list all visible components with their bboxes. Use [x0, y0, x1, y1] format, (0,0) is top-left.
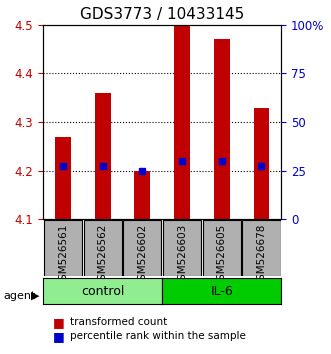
Bar [254, 108, 269, 219]
Text: ■: ■ [53, 316, 65, 329]
Text: GSM526603: GSM526603 [177, 224, 187, 287]
Bar [95, 93, 111, 219]
Text: IL-6: IL-6 [211, 285, 233, 298]
Text: agent: agent [3, 291, 36, 301]
Text: percentile rank within the sample: percentile rank within the sample [70, 331, 245, 341]
Text: GSM526605: GSM526605 [217, 224, 227, 287]
Text: ■: ■ [53, 330, 65, 343]
FancyBboxPatch shape [163, 220, 201, 275]
FancyBboxPatch shape [203, 220, 241, 275]
Text: ▶: ▶ [31, 291, 40, 301]
Bar [214, 39, 230, 219]
Text: GSM526602: GSM526602 [137, 224, 147, 287]
Text: GSM526562: GSM526562 [98, 224, 108, 287]
Text: GSM526561: GSM526561 [58, 224, 68, 287]
FancyBboxPatch shape [44, 220, 82, 275]
Text: control: control [81, 285, 124, 298]
Bar [174, 25, 190, 219]
FancyBboxPatch shape [123, 220, 162, 275]
FancyBboxPatch shape [83, 220, 122, 275]
Bar [134, 171, 150, 219]
FancyBboxPatch shape [242, 220, 281, 275]
Text: transformed count: transformed count [70, 317, 167, 327]
Title: GDS3773 / 10433145: GDS3773 / 10433145 [80, 7, 244, 22]
Text: GSM526678: GSM526678 [257, 224, 266, 287]
Bar [55, 137, 71, 219]
